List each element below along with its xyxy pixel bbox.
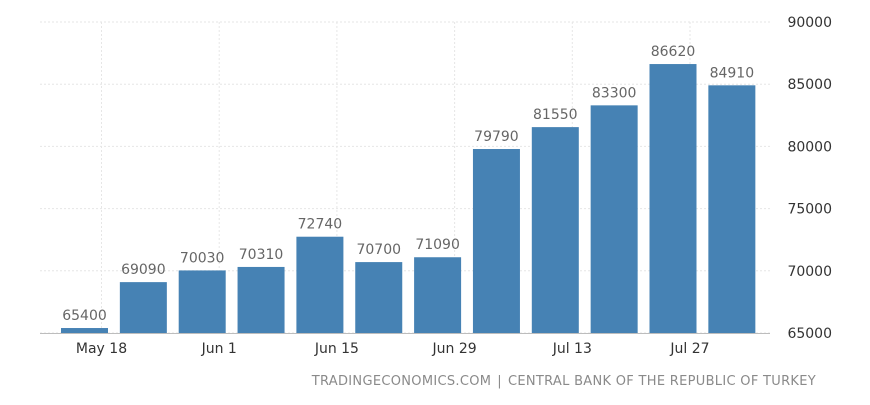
source-site: TRADINGECONOMICS.COM xyxy=(311,374,492,389)
bar[interactable] xyxy=(472,149,520,333)
bar[interactable] xyxy=(178,270,226,333)
y-tick-label: 85000 xyxy=(787,77,832,93)
bar[interactable] xyxy=(119,282,167,333)
x-axis-ticks: May 18 Jun 1 Jun 15 Jun 29 Jul 13 Jul 27 xyxy=(76,341,710,357)
y-axis-ticks: 65000 70000 75000 80000 85000 90000 xyxy=(787,15,832,342)
data-label: 86620 xyxy=(651,44,696,60)
y-tick-label: 75000 xyxy=(787,202,832,218)
data-labels: 65400 69090 70030 70310 72740 70700 71090 79790… xyxy=(62,44,754,324)
bar[interactable] xyxy=(296,236,344,333)
data-label: 65400 xyxy=(62,308,107,324)
x-tick-label: Jul 13 xyxy=(552,341,592,357)
bar[interactable] xyxy=(531,127,579,333)
x-tick-label: Jun 29 xyxy=(432,341,477,357)
y-tick-label: 90000 xyxy=(787,15,832,31)
bar[interactable] xyxy=(414,257,462,333)
data-label: 72740 xyxy=(298,217,343,233)
source-separator: | xyxy=(497,374,502,389)
data-label: 79790 xyxy=(474,129,519,145)
bar[interactable] xyxy=(708,85,756,333)
y-tick-label: 80000 xyxy=(787,139,832,155)
data-label: 70030 xyxy=(180,250,225,266)
data-label: 70310 xyxy=(239,247,284,263)
data-label: 70700 xyxy=(356,242,401,258)
bar-chart: 65400 69090 70030 70310 72740 70700 71090 79790… xyxy=(40,15,832,357)
bar[interactable] xyxy=(237,266,285,333)
x-tick-label: Jun 15 xyxy=(314,341,359,357)
data-label: 81550 xyxy=(533,107,578,123)
bar[interactable] xyxy=(61,328,108,333)
data-label: 69090 xyxy=(121,262,166,278)
data-label: 71090 xyxy=(415,237,460,253)
y-tick-label: 65000 xyxy=(787,326,832,342)
bar[interactable] xyxy=(649,64,697,333)
data-label: 83300 xyxy=(592,85,637,101)
x-tick-label: Jun 1 xyxy=(201,341,237,357)
data-label: 84910 xyxy=(710,65,755,81)
bars xyxy=(61,64,756,334)
x-tick-label: Jul 27 xyxy=(669,341,709,357)
bar[interactable] xyxy=(590,105,638,334)
y-tick-label: 70000 xyxy=(787,264,832,280)
x-tick-label: May 18 xyxy=(76,341,127,357)
source-credit: TRADINGECONOMICS.COM | CENTRAL BANK OF THE… xyxy=(312,374,816,389)
bar[interactable] xyxy=(355,262,403,333)
source-provider: CENTRAL BANK OF THE REPUBLIC OF TURKEY xyxy=(507,374,816,389)
